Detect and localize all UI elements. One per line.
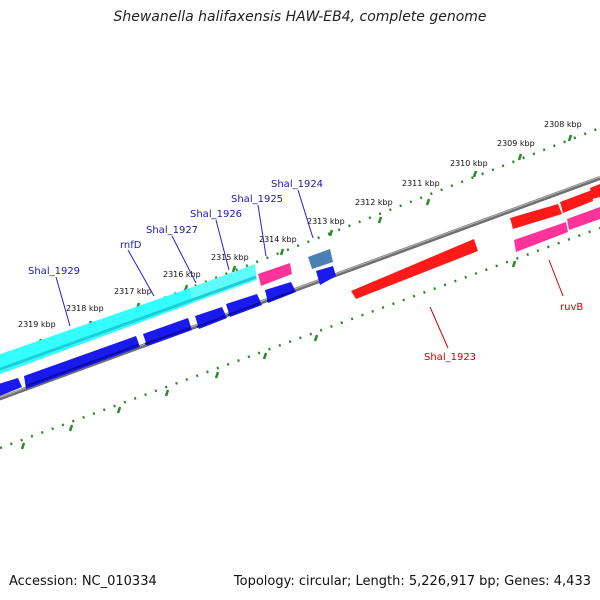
lower-major-ticks xyxy=(20,260,517,450)
major-tick xyxy=(164,389,170,397)
major-tick xyxy=(68,424,74,432)
gene-label-shal-1925[interactable]: Shal_1925 xyxy=(231,194,283,205)
leader-line xyxy=(297,189,314,239)
gene-label-shal-1923[interactable]: Shal_1923 xyxy=(424,352,476,363)
major-tick xyxy=(472,170,478,178)
gene-label-leaders xyxy=(55,189,314,327)
major-tick xyxy=(377,216,383,224)
gene-label-ruvb[interactable]: ruvB xyxy=(560,302,583,313)
tick-label-2317: 2317 kbp xyxy=(114,287,152,296)
cds-arrow xyxy=(316,266,336,285)
cyan-feature-track xyxy=(0,264,257,375)
leader-line xyxy=(257,204,267,257)
red-feature xyxy=(560,190,593,213)
cds-arrow xyxy=(195,307,227,329)
tick-label-2313: 2313 kbp xyxy=(307,217,345,226)
leader-line xyxy=(215,219,230,271)
tick-label-2315: 2315 kbp xyxy=(211,253,249,262)
cds-arrow xyxy=(226,294,262,317)
kbp-tick-labels: 2308 kbp 2309 kbp 2310 kbp 2311 kbp 2312… xyxy=(18,120,582,329)
tick-label-2318: 2318 kbp xyxy=(66,304,104,313)
leader-line xyxy=(55,276,71,327)
major-tick xyxy=(511,260,517,268)
cds-arrow xyxy=(143,318,192,346)
cds-arrow xyxy=(265,282,296,303)
tick-label-2309: 2309 kbp xyxy=(497,139,535,148)
blue-cds-track xyxy=(0,266,336,396)
tick-label-2310: 2310 kbp xyxy=(450,159,488,168)
major-tick xyxy=(425,198,431,206)
major-tick xyxy=(116,406,122,414)
leader-line xyxy=(548,259,564,297)
map-title: Shewanella halifaxensis HAW-EB4, complet… xyxy=(113,9,487,25)
red-feature xyxy=(351,239,478,299)
leader-line xyxy=(127,249,155,297)
red-feature xyxy=(510,204,562,229)
major-tick xyxy=(214,371,220,379)
gene-label-rnfd[interactable]: rnfD xyxy=(120,240,142,251)
steel-feature xyxy=(308,249,333,269)
lower-scale-ruler xyxy=(0,226,600,450)
pink-feature xyxy=(258,263,292,286)
gene-label-shal-1924[interactable]: Shal_1924 xyxy=(271,179,323,190)
major-tick xyxy=(20,442,26,450)
gene-label-leaders-red xyxy=(429,259,564,349)
accession-label: Accession: NC_010334 xyxy=(9,574,157,589)
tick-label-2314: 2314 kbp xyxy=(259,235,297,244)
cyan-feature-shading xyxy=(0,275,257,371)
major-tick xyxy=(517,153,523,161)
pink-feature xyxy=(567,207,600,230)
cds-arrow xyxy=(0,378,22,396)
gene-labels: Shal_1929 rnfD Shal_1927 Shal_1926 Shal_… xyxy=(28,179,583,363)
gene-label-shal-1926[interactable]: Shal_1926 xyxy=(190,209,242,220)
red-feature-track xyxy=(351,184,600,299)
genome-backbone xyxy=(0,176,600,401)
genome-stats-label: Topology: circular; Length: 5,226,917 bp… xyxy=(233,574,591,589)
gene-label-shal-1927[interactable]: Shal_1927 xyxy=(146,225,198,236)
cds-shading xyxy=(25,290,295,387)
major-tick xyxy=(313,334,319,342)
tick-label-2319: 2319 kbp xyxy=(18,320,56,329)
major-tick xyxy=(567,134,573,142)
tick-label-2311: 2311 kbp xyxy=(402,179,440,188)
tick-label-2316: 2316 kbp xyxy=(163,270,201,279)
major-tick xyxy=(231,265,237,273)
major-tick xyxy=(262,352,268,360)
gene-label-shal-1929[interactable]: Shal_1929 xyxy=(28,266,80,277)
pink-feature xyxy=(514,222,568,252)
tick-label-2312: 2312 kbp xyxy=(355,198,393,207)
major-tick xyxy=(328,229,334,237)
leader-line xyxy=(429,306,449,349)
major-tick xyxy=(279,248,285,256)
leader-line xyxy=(171,235,197,284)
red-feature xyxy=(590,184,600,199)
tick-label-2308: 2308 kbp xyxy=(544,120,582,129)
